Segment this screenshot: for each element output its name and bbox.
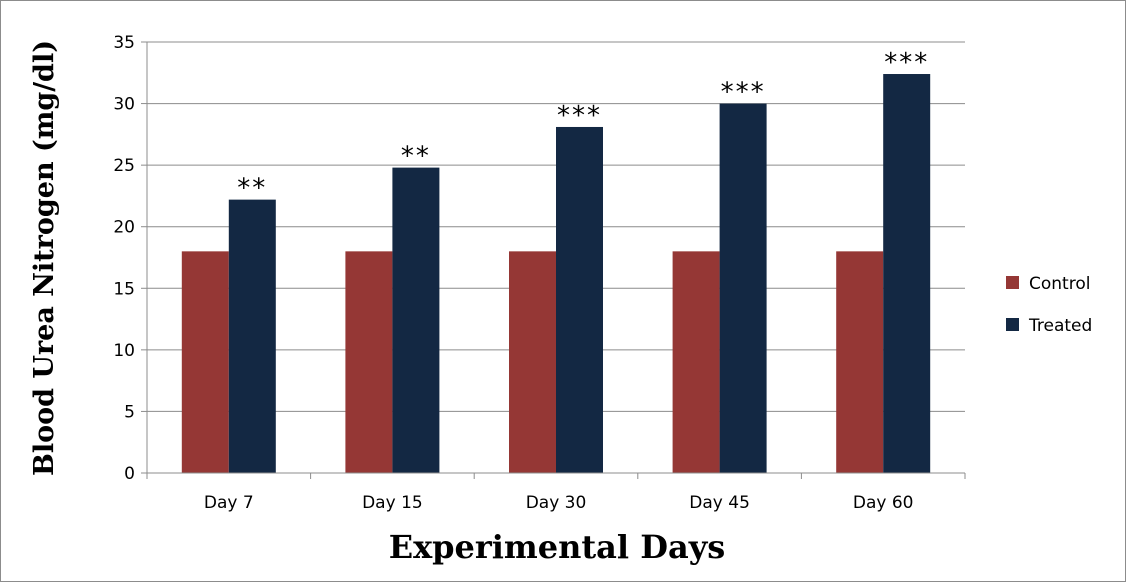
x-tick-label: Day 15 — [362, 493, 423, 513]
y-axis-title: Blood Urea Nitrogen (mg/dl) — [29, 40, 60, 476]
bar-control-day-7 — [181, 251, 229, 473]
significance-marker: *** — [884, 48, 929, 78]
x-axis-title: Experimental Days — [389, 528, 726, 566]
significance-marker: *** — [721, 78, 766, 108]
legend-label-control: Control — [1029, 274, 1090, 294]
bar-treated-day-30 — [556, 126, 603, 474]
x-tick-label: Day 30 — [526, 493, 587, 513]
y-tick-label: 5 — [124, 402, 135, 422]
bars — [181, 74, 931, 474]
y-tick-labels: 0 5 10 15 20 25 30 35 — [113, 33, 135, 484]
bar-control-day-30 — [509, 251, 556, 473]
y-tick-label: 35 — [113, 33, 135, 53]
bar-control-day-60 — [836, 251, 884, 473]
x-tick-labels: Day 7 Day 15 Day 30 Day 45 Day 60 — [204, 493, 914, 513]
bar-treated-day-45 — [719, 103, 767, 474]
y-tick-label: 20 — [113, 218, 135, 238]
y-tick-label: 10 — [113, 341, 135, 361]
legend-swatch-control — [1006, 276, 1019, 289]
bar-treated-day-7 — [228, 199, 276, 473]
x-tick-label: Day 45 — [689, 493, 750, 513]
x-tick-label: Day 7 — [204, 493, 254, 513]
y-tick-label: 0 — [124, 464, 135, 484]
bar-treated-day-15 — [392, 167, 440, 473]
axes — [146, 42, 965, 479]
legend-label-treated: Treated — [1028, 316, 1092, 336]
significance-annotations: ************* — [237, 48, 929, 204]
bar-treated-day-60 — [883, 74, 931, 473]
significance-marker: *** — [557, 101, 602, 131]
x-tick-label: Day 60 — [853, 493, 914, 513]
y-tick-label: 25 — [113, 156, 135, 176]
bar-control-day-15 — [345, 251, 393, 473]
y-tick-label: 15 — [113, 279, 135, 299]
bar-control-day-45 — [672, 251, 720, 473]
legend: Control Treated — [1006, 274, 1092, 336]
y-tick-label: 30 — [113, 95, 135, 115]
legend-swatch-treated — [1006, 318, 1019, 331]
significance-marker: ** — [237, 174, 267, 204]
significance-marker: ** — [401, 142, 431, 172]
